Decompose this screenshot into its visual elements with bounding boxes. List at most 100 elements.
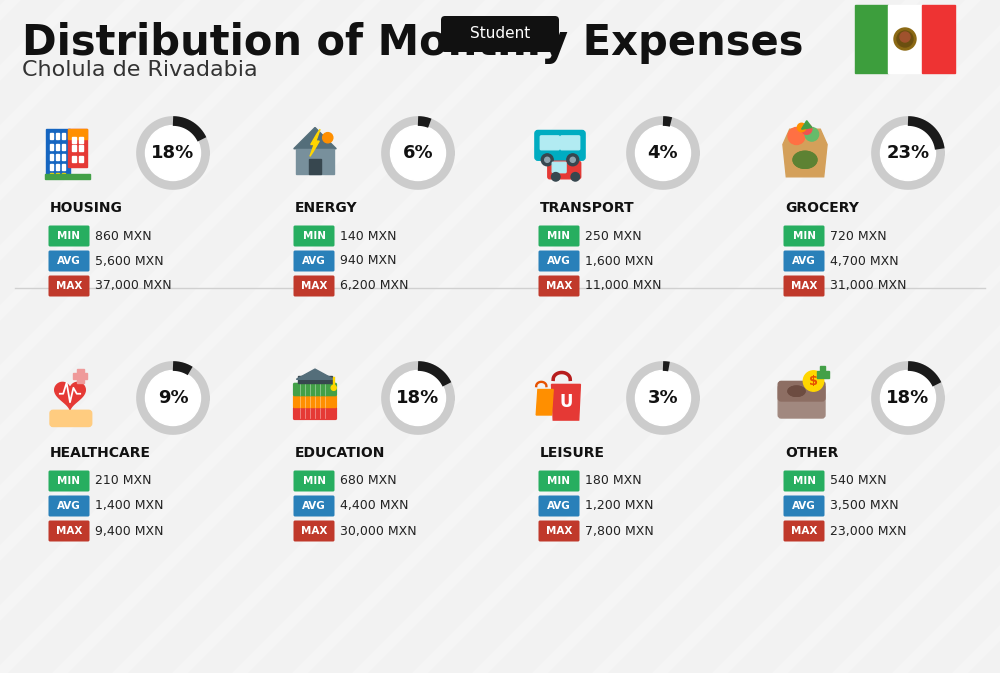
Polygon shape	[536, 390, 553, 415]
Text: 250 MXN: 250 MXN	[585, 229, 642, 242]
Circle shape	[797, 123, 806, 132]
FancyBboxPatch shape	[784, 470, 824, 491]
Text: 1,400 MXN: 1,400 MXN	[95, 499, 164, 513]
Circle shape	[146, 371, 200, 425]
Text: 31,000 MXN: 31,000 MXN	[830, 279, 906, 293]
Polygon shape	[296, 369, 334, 380]
Text: AVG: AVG	[302, 501, 326, 511]
Bar	[309, 159, 321, 174]
Circle shape	[390, 125, 446, 180]
Bar	[62, 143, 65, 149]
Bar	[298, 376, 332, 383]
Bar	[296, 149, 334, 174]
FancyBboxPatch shape	[538, 470, 580, 491]
Polygon shape	[294, 127, 336, 149]
FancyBboxPatch shape	[538, 225, 580, 246]
Polygon shape	[817, 365, 829, 378]
Polygon shape	[802, 120, 812, 129]
Circle shape	[571, 172, 580, 181]
Circle shape	[636, 371, 690, 425]
FancyBboxPatch shape	[538, 520, 580, 542]
Bar	[855, 5, 888, 73]
Bar	[62, 172, 65, 177]
FancyBboxPatch shape	[784, 225, 824, 246]
Text: MAX: MAX	[56, 281, 82, 291]
Circle shape	[894, 28, 916, 50]
FancyBboxPatch shape	[538, 250, 580, 271]
Text: 6,200 MXN: 6,200 MXN	[340, 279, 409, 293]
Text: MIN: MIN	[548, 231, 570, 241]
Text: AVG: AVG	[57, 501, 81, 511]
Bar	[72, 155, 76, 162]
Circle shape	[805, 127, 819, 141]
Text: AVG: AVG	[302, 256, 326, 266]
Text: MAX: MAX	[791, 526, 817, 536]
Text: MIN: MIN	[302, 476, 326, 486]
FancyBboxPatch shape	[48, 520, 90, 542]
Text: 18%: 18%	[151, 144, 195, 162]
Bar	[56, 133, 59, 139]
FancyBboxPatch shape	[540, 136, 559, 150]
Polygon shape	[55, 382, 85, 410]
Text: 23,000 MXN: 23,000 MXN	[830, 524, 906, 538]
Bar	[77, 369, 84, 383]
Text: HEALTHCARE: HEALTHCARE	[50, 446, 151, 460]
FancyBboxPatch shape	[784, 495, 824, 516]
Bar	[73, 372, 87, 380]
Text: HOUSING: HOUSING	[50, 201, 123, 215]
Text: U: U	[559, 393, 573, 411]
Text: MIN: MIN	[792, 231, 816, 241]
Text: OTHER: OTHER	[785, 446, 838, 460]
FancyBboxPatch shape	[561, 136, 580, 150]
Circle shape	[390, 371, 446, 425]
Bar	[50, 143, 53, 149]
FancyBboxPatch shape	[48, 275, 90, 297]
Polygon shape	[793, 151, 817, 168]
Polygon shape	[788, 386, 805, 396]
Bar	[72, 137, 76, 143]
Bar	[62, 154, 65, 160]
Text: 860 MXN: 860 MXN	[95, 229, 152, 242]
Circle shape	[146, 125, 200, 180]
Text: 18%: 18%	[886, 389, 930, 407]
Text: 9,400 MXN: 9,400 MXN	[95, 524, 164, 538]
Bar	[62, 133, 65, 139]
FancyBboxPatch shape	[294, 470, 334, 491]
Text: MIN: MIN	[792, 476, 816, 486]
Text: 9%: 9%	[158, 389, 188, 407]
Bar	[50, 164, 53, 170]
FancyBboxPatch shape	[538, 495, 580, 516]
Text: 4,400 MXN: 4,400 MXN	[340, 499, 409, 513]
Text: 140 MXN: 140 MXN	[340, 229, 396, 242]
Bar	[78, 145, 83, 151]
Bar	[68, 129, 87, 139]
Text: AVG: AVG	[57, 256, 81, 266]
Text: 23%: 23%	[886, 144, 930, 162]
Text: 30,000 MXN: 30,000 MXN	[340, 524, 417, 538]
FancyBboxPatch shape	[778, 382, 825, 401]
FancyBboxPatch shape	[294, 495, 334, 516]
Bar	[56, 143, 59, 149]
Circle shape	[803, 371, 824, 391]
FancyBboxPatch shape	[294, 407, 336, 419]
FancyBboxPatch shape	[784, 520, 824, 542]
FancyBboxPatch shape	[538, 275, 580, 297]
FancyBboxPatch shape	[441, 16, 559, 52]
Text: LEISURE: LEISURE	[540, 446, 605, 460]
Text: TRANSPORT: TRANSPORT	[540, 201, 635, 215]
Text: 940 MXN: 940 MXN	[340, 254, 396, 267]
FancyBboxPatch shape	[48, 250, 90, 271]
FancyBboxPatch shape	[294, 250, 334, 271]
Text: MIN: MIN	[302, 231, 326, 241]
Bar	[56, 154, 59, 160]
Text: Distribution of Monthly Expenses: Distribution of Monthly Expenses	[22, 22, 804, 64]
Text: MIN: MIN	[58, 231, 80, 241]
Bar	[78, 155, 83, 162]
FancyBboxPatch shape	[778, 385, 825, 418]
Circle shape	[881, 371, 936, 425]
Bar	[50, 172, 53, 177]
Text: AVG: AVG	[547, 256, 571, 266]
Text: 11,000 MXN: 11,000 MXN	[585, 279, 662, 293]
Bar	[62, 164, 65, 170]
Text: AVG: AVG	[547, 501, 571, 511]
